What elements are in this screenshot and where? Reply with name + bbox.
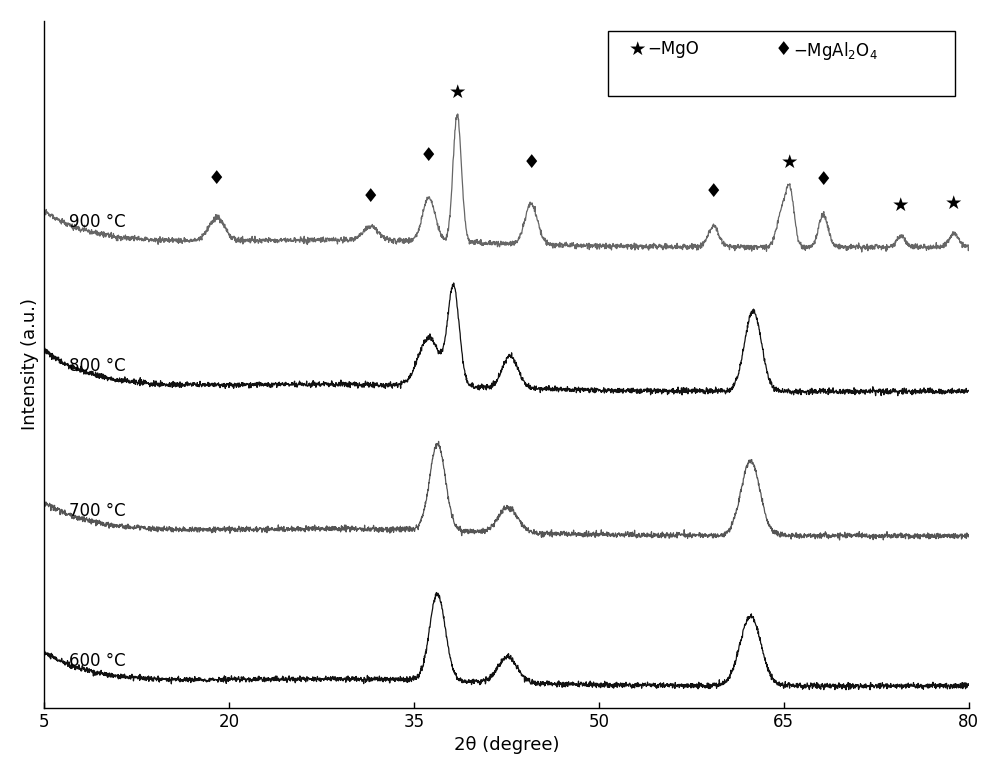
Y-axis label: Intensity (a.u.): Intensity (a.u.): [21, 298, 39, 430]
Text: ★: ★: [781, 153, 799, 172]
Text: 900 °C: 900 °C: [69, 213, 126, 231]
Text: −MgO: −MgO: [647, 40, 699, 58]
Text: ★: ★: [629, 40, 646, 59]
X-axis label: 2θ (degree): 2θ (degree): [454, 736, 559, 754]
Text: ★: ★: [945, 194, 963, 212]
Text: 600 °C: 600 °C: [69, 652, 126, 670]
Text: 800 °C: 800 °C: [69, 357, 126, 375]
Text: ♦: ♦: [362, 187, 380, 206]
Text: ♦: ♦: [420, 146, 438, 165]
Text: ★: ★: [892, 196, 910, 215]
Text: ♦: ♦: [705, 181, 722, 201]
Text: ♦: ♦: [522, 153, 540, 172]
Text: 700 °C: 700 °C: [69, 501, 126, 519]
Text: ♦: ♦: [208, 169, 226, 188]
Text: ♦: ♦: [775, 40, 792, 59]
Text: −MgAl$_2$O$_4$: −MgAl$_2$O$_4$: [793, 40, 878, 62]
Text: ★: ★: [448, 82, 466, 102]
Text: ♦: ♦: [814, 170, 832, 189]
FancyBboxPatch shape: [608, 31, 955, 96]
